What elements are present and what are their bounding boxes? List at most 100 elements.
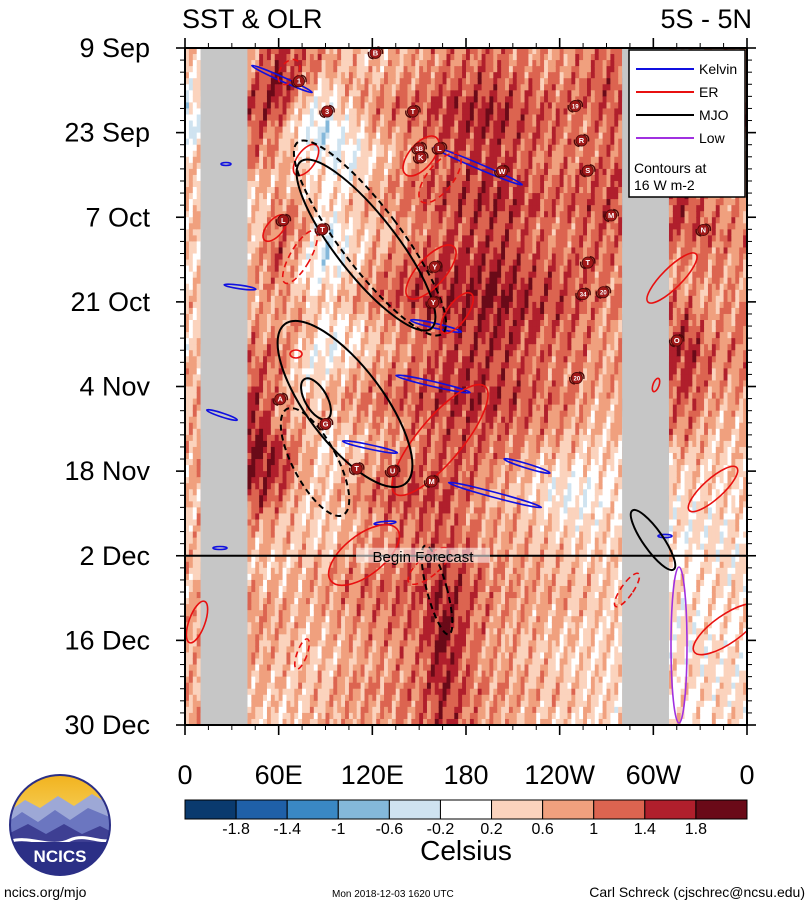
heat-cell	[185, 446, 190, 454]
heat-cell	[251, 48, 256, 55]
heat-cell	[282, 229, 288, 236]
heat-cell	[309, 652, 315, 660]
heat-cell	[255, 452, 260, 460]
heat-cell	[266, 199, 272, 206]
heat-cell	[325, 682, 330, 690]
heat-cell	[341, 652, 346, 660]
heat-cell	[345, 193, 350, 200]
heat-cell	[325, 688, 330, 696]
heat-cell	[294, 54, 299, 61]
heat-cell	[325, 398, 330, 406]
heat-cell	[251, 513, 256, 521]
heat-cell	[255, 374, 260, 382]
heat-cell	[345, 489, 350, 496]
heat-cell	[270, 392, 276, 400]
heat-cell	[278, 634, 284, 641]
heat-cell	[333, 392, 338, 400]
heat-cell	[321, 604, 327, 611]
heat-cell	[317, 277, 323, 285]
heat-cell	[298, 422, 303, 430]
heat-cell	[302, 561, 307, 569]
heat-cell	[259, 404, 264, 412]
heat-cell	[356, 229, 362, 236]
heat-cell	[259, 452, 264, 460]
heat-cell	[325, 465, 330, 472]
heat-cell	[259, 658, 264, 666]
heat-cell	[274, 646, 280, 654]
heat-cell	[302, 483, 307, 490]
heat-cell	[302, 241, 307, 249]
heat-cell	[192, 573, 198, 581]
heat-cell	[313, 440, 319, 448]
heat-cell	[286, 634, 291, 641]
heat-cell	[325, 513, 330, 521]
heat-cell	[325, 700, 330, 708]
heat-cell	[298, 440, 303, 448]
heat-cell	[305, 573, 311, 581]
heat-cell	[185, 616, 190, 623]
heat-cell	[259, 604, 264, 611]
heat-cell	[263, 156, 268, 164]
heat-cell	[333, 332, 338, 339]
heat-cell	[251, 217, 256, 224]
heat-cell	[302, 604, 307, 611]
heat-cell	[259, 313, 264, 321]
heat-cell	[278, 561, 284, 569]
heat-cell	[309, 428, 315, 436]
heat-cell	[329, 622, 334, 629]
heat-cell	[274, 205, 280, 212]
heat-cell	[329, 187, 334, 194]
heat-cell	[255, 694, 260, 702]
heat-cell	[294, 132, 299, 140]
heat-cell	[266, 519, 272, 527]
heat-cell	[255, 223, 260, 230]
heat-cell	[185, 579, 190, 587]
heat-cell	[356, 452, 362, 460]
heat-cell	[263, 368, 268, 376]
heat-cell	[305, 199, 311, 206]
heat-cell	[313, 235, 319, 243]
heat-cell	[341, 356, 346, 363]
heat-cell	[282, 102, 288, 110]
heat-cell	[305, 368, 311, 376]
heat-cell	[294, 283, 299, 291]
heat-cell	[341, 72, 346, 79]
heat-cell	[321, 72, 327, 79]
heat-cell	[298, 549, 303, 557]
heat-cell	[274, 138, 280, 146]
heat-cell	[356, 350, 362, 357]
heat-cell	[278, 259, 284, 267]
heat-cell	[321, 313, 327, 321]
heat-cell	[266, 598, 272, 605]
heat-cell	[356, 289, 362, 297]
heat-cell	[352, 555, 358, 563]
heat-cell	[313, 459, 319, 466]
heat-cell	[270, 471, 276, 478]
heat-cell	[348, 338, 354, 345]
heat-cell	[270, 338, 276, 345]
heat-cell	[196, 301, 202, 309]
heat-cell	[329, 271, 334, 279]
heat-cell	[247, 422, 252, 430]
heat-cell	[341, 477, 346, 484]
heat-cell	[317, 664, 323, 672]
heat-cell	[286, 229, 291, 236]
heat-cell	[282, 604, 288, 611]
heat-cell	[298, 265, 303, 273]
heat-cell	[341, 682, 346, 690]
heat-cell	[341, 616, 346, 623]
heat-cell	[192, 162, 198, 170]
heat-cell	[298, 694, 303, 702]
heat-cell	[274, 168, 280, 176]
heat-cell	[305, 706, 311, 714]
heat-cell	[282, 313, 288, 321]
heat-cell	[247, 96, 252, 103]
heat-cell	[274, 307, 280, 315]
heat-cell	[309, 102, 315, 110]
heat-cell	[305, 579, 311, 587]
heat-cell	[247, 555, 252, 563]
heat-cell	[274, 265, 280, 273]
heat-cell	[274, 598, 280, 605]
heat-cell	[329, 501, 334, 508]
heat-cell	[247, 561, 252, 569]
